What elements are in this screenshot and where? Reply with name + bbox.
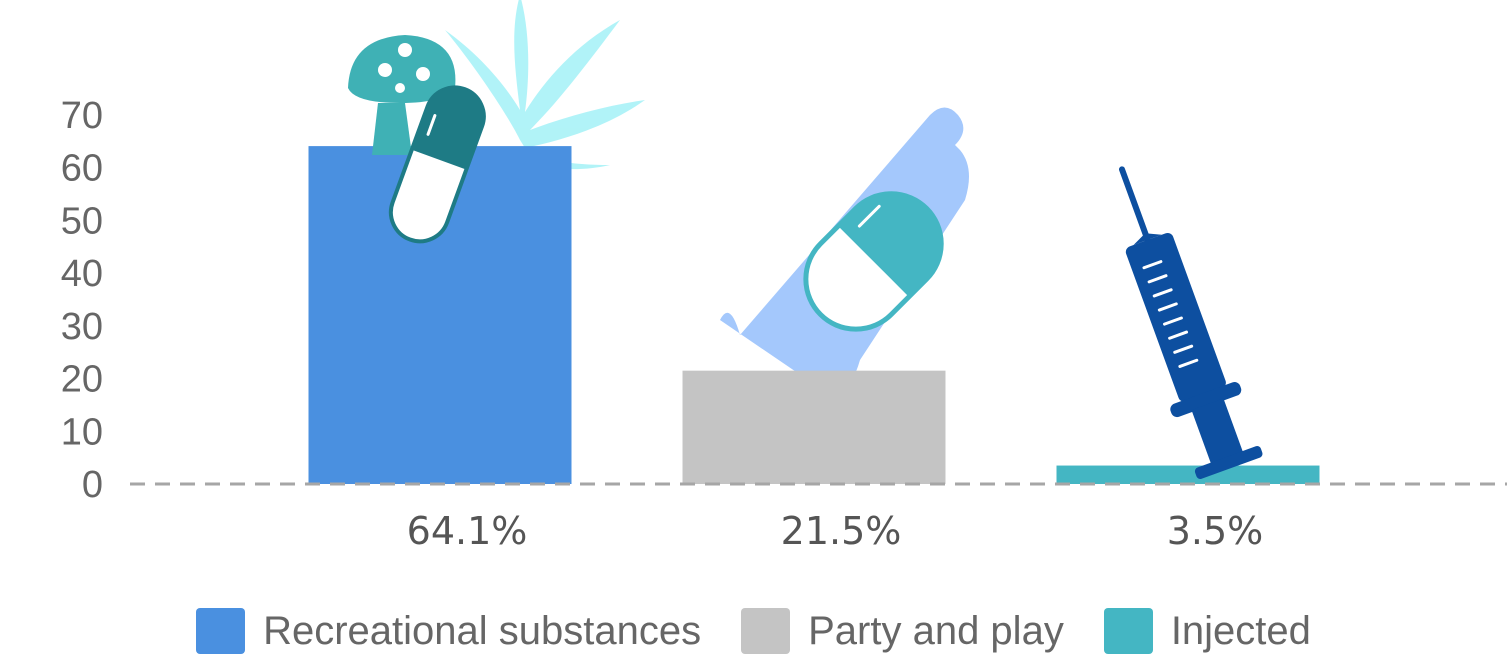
legend-swatch	[741, 608, 791, 654]
legend-swatch	[196, 608, 246, 654]
y-tick-label: 70	[61, 95, 103, 137]
capsule-icon	[388, 85, 486, 244]
y-tick-label: 30	[61, 306, 103, 348]
bar-chart: 0 10 20 30 40 50 60 70 64.1% 21.5% 3.5%	[61, 0, 1507, 553]
data-label: 64.1%	[407, 509, 528, 553]
y-tick-label: 20	[61, 359, 103, 401]
y-tick-label: 10	[61, 411, 103, 453]
bar-2	[682, 370, 946, 484]
bar-3	[1056, 465, 1320, 484]
legend-swatch	[1103, 608, 1153, 654]
y-tick-label: 50	[61, 200, 103, 242]
legend-item: Recreational substances	[196, 608, 701, 654]
y-tick-label: 40	[61, 253, 103, 295]
legend-label: Party and play	[808, 608, 1064, 653]
legend-item: Party and play	[741, 608, 1064, 654]
legend: Recreational substances Party and play Inj…	[0, 604, 1507, 658]
data-label: 21.5%	[781, 509, 902, 553]
data-label: 3.5%	[1167, 509, 1264, 553]
syringe-icon	[1118, 166, 1263, 480]
capsule-icon	[803, 191, 944, 332]
mushroom-icon	[348, 35, 456, 155]
legend-label: Recreational substances	[263, 608, 702, 653]
y-tick-label: 60	[61, 148, 103, 190]
legend-item: Injected	[1103, 608, 1311, 654]
legend-label: Injected	[1170, 608, 1311, 653]
y-tick-label: 0	[82, 464, 103, 506]
